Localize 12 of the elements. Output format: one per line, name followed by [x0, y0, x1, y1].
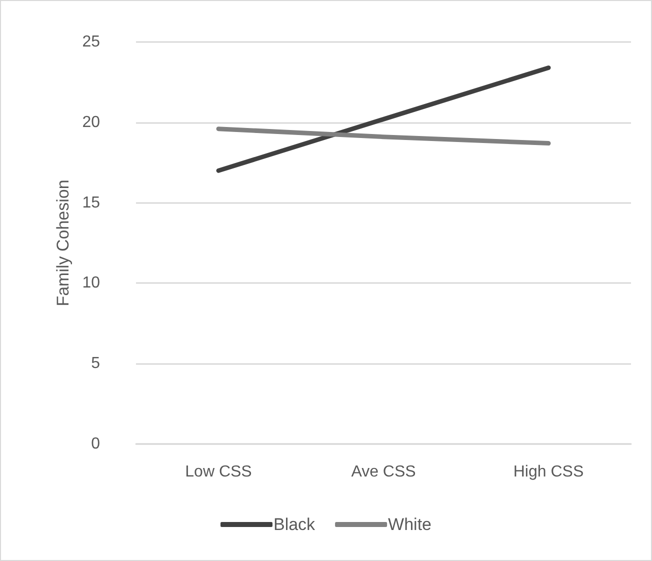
y-tick-label: 25: [82, 34, 100, 50]
y-tick-label: 0: [91, 436, 100, 452]
legend-label: Black: [273, 515, 316, 534]
y-axis-title: Family Cohesion: [53, 180, 72, 306]
y-tick-label: 20: [82, 114, 100, 131]
y-tick-label: 5: [91, 355, 100, 372]
y-tick-label: 15: [82, 194, 100, 212]
y-tick-label: 10: [82, 274, 100, 292]
legend-label: White: [388, 515, 432, 534]
x-tick-label: Low CSS: [185, 464, 252, 480]
x-tick-label: Ave CSS: [351, 464, 416, 480]
x-tick-label: High CSS: [513, 464, 584, 480]
